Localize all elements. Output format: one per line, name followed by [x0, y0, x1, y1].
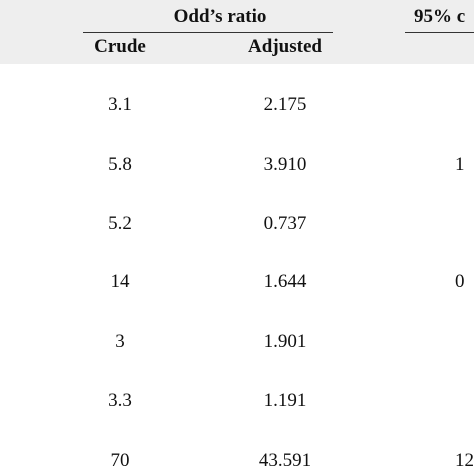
adjusted-cell: 3.910 — [263, 154, 307, 175]
crude-cell: 3.3 — [108, 390, 132, 411]
crude-cell: 5.8 — [108, 154, 132, 175]
confidence-interval-cell: 1 — [455, 154, 465, 175]
crude-cell: 5.2 — [108, 213, 132, 234]
adjusted-cell: 1.191 — [263, 390, 307, 411]
adjusted-cell: 2.175 — [263, 94, 307, 115]
crude-cell: 3 — [115, 331, 125, 352]
adjusted-cell: 1.901 — [263, 331, 307, 352]
confidence-interval-header-rule — [405, 32, 474, 33]
crude-cell: 14 — [110, 271, 130, 292]
crude-cell: 3.1 — [108, 94, 132, 115]
crude-cell: 70 — [110, 450, 130, 471]
confidence-interval-group-header: 95% c — [414, 6, 466, 27]
adjusted-cell: 1.644 — [263, 271, 307, 292]
adjusted-cell: 43.591 — [258, 450, 312, 471]
adjusted-cell: 0.737 — [263, 213, 307, 234]
confidence-interval-cell: 0 — [455, 271, 465, 292]
adjusted-column-header: Adjusted — [248, 36, 322, 57]
crude-column-header: Crude — [94, 36, 146, 57]
odds-ratio-header-rule — [83, 32, 333, 33]
confidence-interval-cell: 12 — [455, 450, 474, 471]
odds-ratio-group-header: Odd’s ratio — [173, 6, 267, 27]
